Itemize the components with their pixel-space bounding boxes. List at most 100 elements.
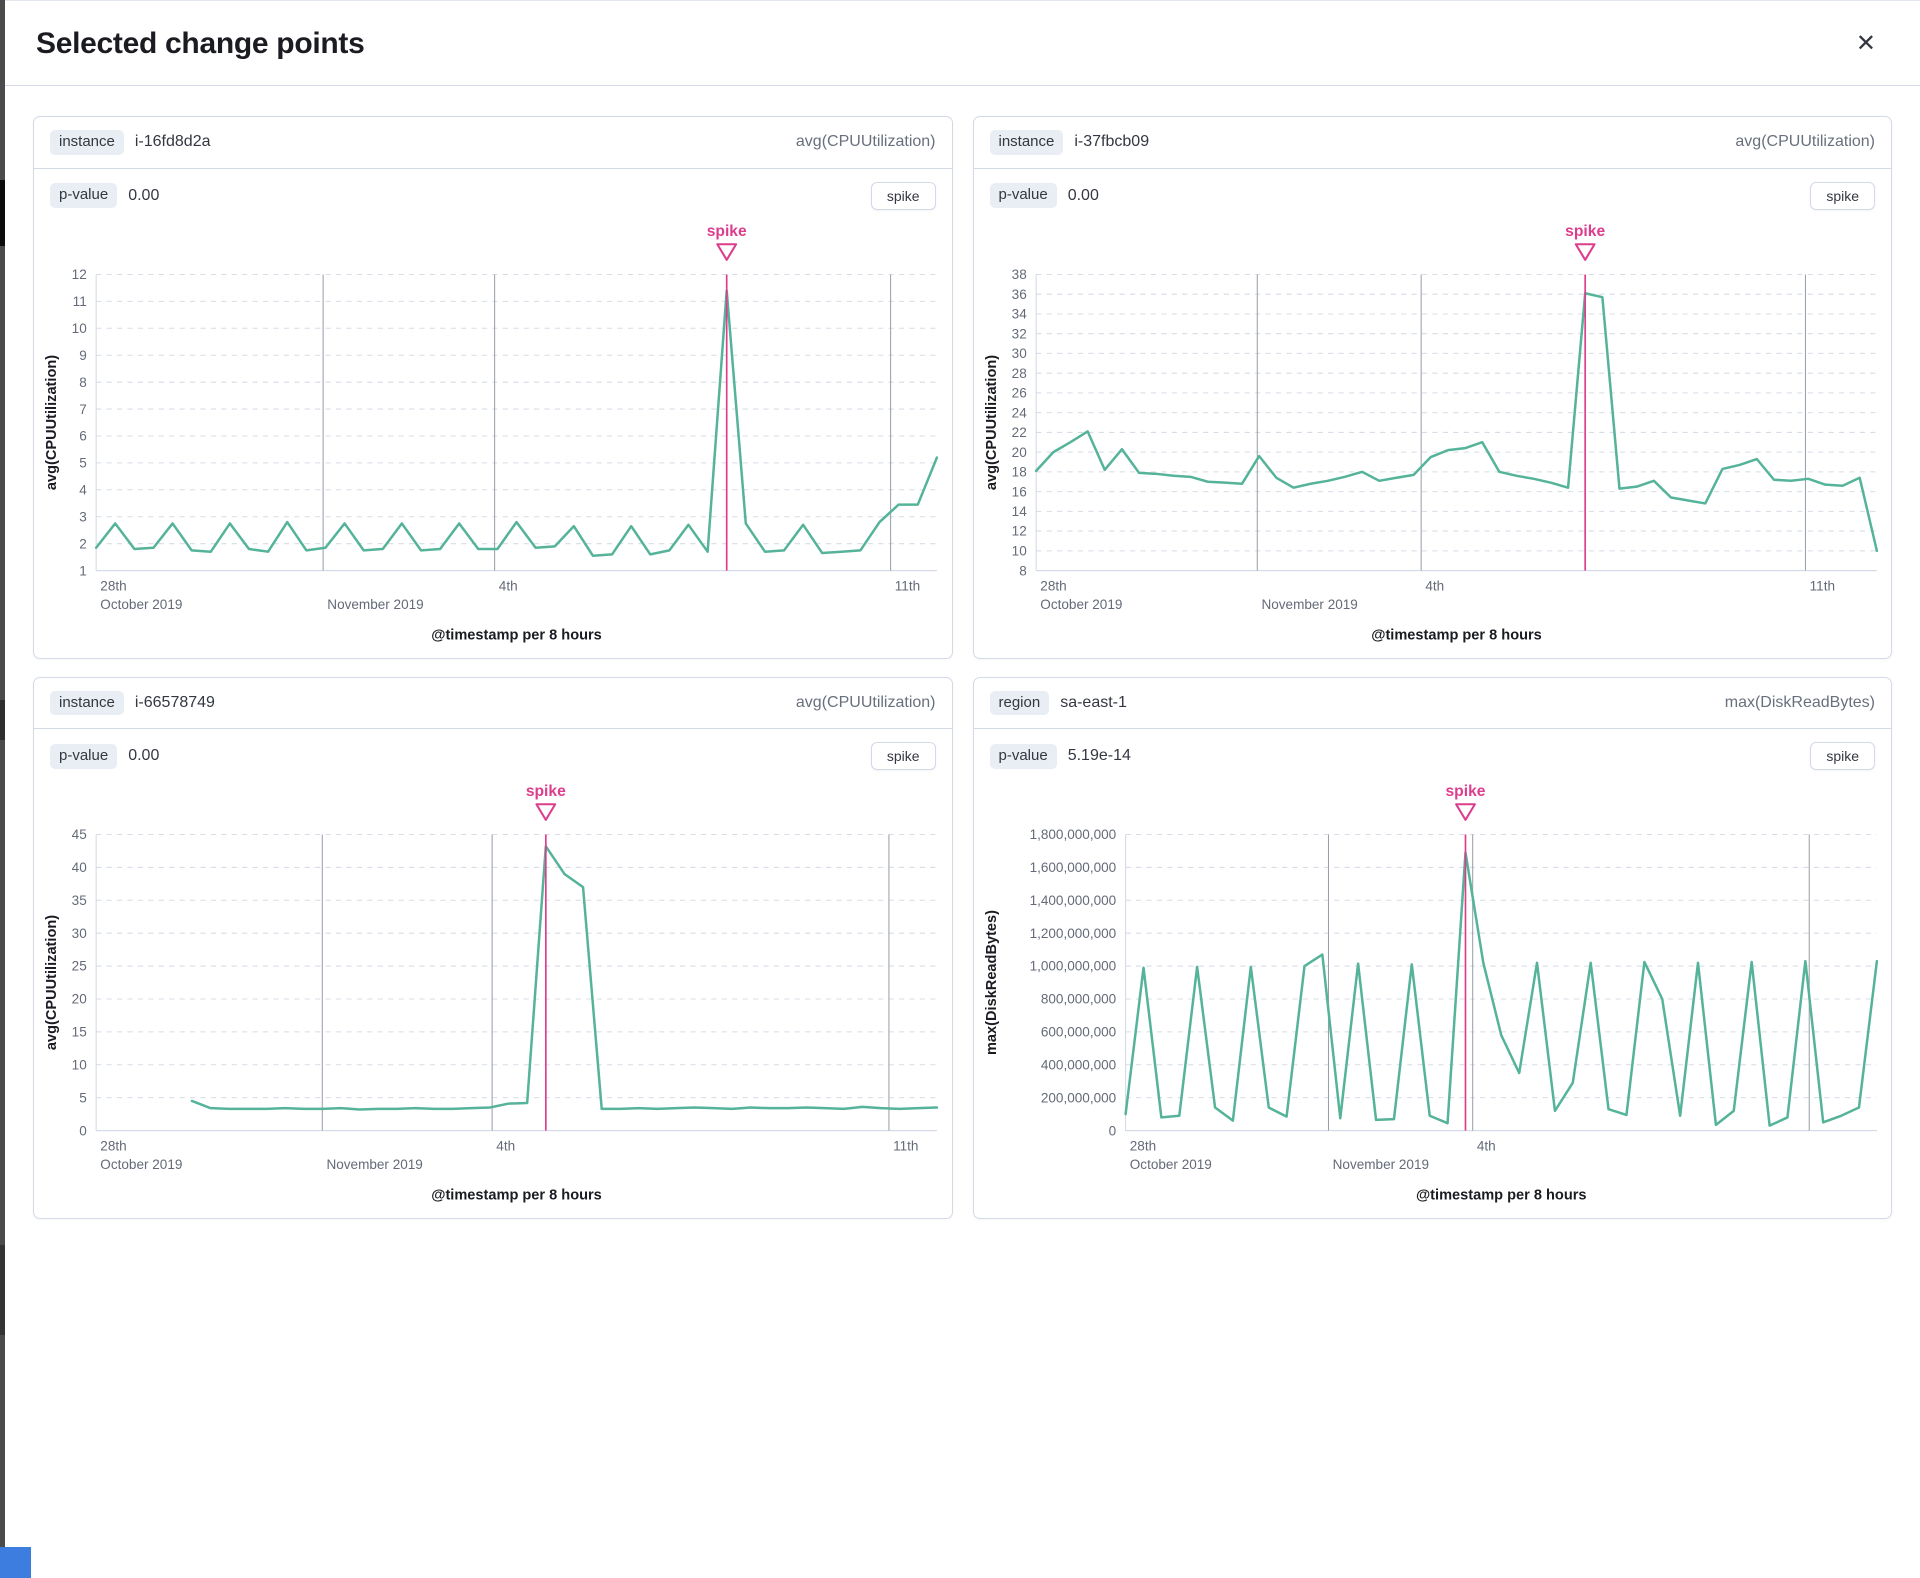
change-point-card: instance i-66578749 avg(CPUUtilization) … [33,676,953,1220]
p-value: 0.00 [128,747,160,765]
y-axis-title: avg(CPUUtilization) [983,355,999,490]
y-tick-label: 28 [1011,366,1026,381]
card-header: instance i-16fd8d2a avg(CPUUtilization) [34,117,952,169]
x-tick-label: November 2019 [326,1158,422,1173]
y-tick-label: 14 [1011,504,1027,519]
x-tick-label: October 2019 [1040,597,1122,612]
y-axis-title: avg(CPUUtilization) [44,915,60,1050]
x-tick-label: 28th [100,1139,126,1154]
y-tick-label: 20 [1011,445,1026,460]
field-value: i-66578749 [134,694,215,712]
card-header: region sa-east-1 max(DiskReadBytes) [973,678,1891,730]
y-tick-label: 1 [79,563,87,578]
metric-label: avg(CPUUtilization) [1735,133,1875,151]
spike-marker-icon [1574,242,1596,261]
change-point-chart[interactable]: 0 5 10 15 20 25 30 35 40 45 28th October 2019 Novemb… [34,774,952,1212]
y-tick-label: 25 [72,959,87,974]
field-badge: region [989,690,1050,716]
y-tick-label: 45 [72,828,87,843]
change-points-modal: Selected change points ✕ instance i-16fd… [5,0,1920,1578]
change-point-card: instance i-16fd8d2a avg(CPUUtilization) … [33,116,953,659]
y-tick-label: 3 [79,509,87,524]
field-value: i-16fd8d2a [134,133,211,151]
change-point-card: instance i-37fbcb09 avg(CPUUtilization) … [972,116,1892,659]
y-tick-label: 16 [1011,484,1026,499]
x-tick-label: November 2019 [1261,597,1357,612]
page-title: Selected change points [36,27,365,60]
series-line [190,845,939,1112]
x-tick-label: 11th [895,578,920,593]
y-tick-label: 4 [79,482,87,497]
y-tick-label: 6 [79,428,87,443]
metric-label: avg(CPUUtilization) [795,133,936,151]
y-tick-label: 1,000,000,000 [1029,959,1116,974]
p-value-badge: p-value [989,183,1057,209]
x-tick-label: 11th [893,1139,918,1154]
y-tick-label: 15 [72,1025,87,1040]
field-value: sa-east-1 [1060,694,1127,712]
card-header: instance i-37fbcb09 avg(CPUUtilization) [973,117,1891,169]
y-tick-label: 20 [72,992,87,1007]
y-tick-label: 34 [1011,306,1027,321]
card-subheader: p-value 5.19e-14 spike [974,729,1892,772]
x-tick-label: November 2019 [1332,1158,1428,1173]
metric-label: avg(CPUUtilization) [795,694,936,712]
y-tick-label: 24 [1011,405,1027,420]
y-tick-label: 10 [72,321,87,336]
change-point-chart[interactable]: 0 200,000,000 400,000,000 600,000,000 800,00… [974,774,1892,1212]
y-tick-label: 11 [73,294,87,309]
series-line [1034,291,1878,552]
change-points-grid: instance i-16fd8d2a avg(CPUUtilization) … [5,86,1920,1220]
p-value: 0.00 [1067,186,1099,204]
y-tick-label: 1,200,000,000 [1029,926,1116,941]
card-subheader: p-value 0.00 spike [34,729,952,772]
y-axis-title: avg(CPUUtilization) [44,355,60,490]
x-tick-label: 28th [1040,578,1066,593]
y-tick-label: 12 [1011,523,1026,538]
y-tick-label: 800,000,000 [1040,992,1115,1007]
x-tick-label: 28th [100,578,126,593]
field-value: i-37fbcb09 [1074,133,1150,151]
y-tick-label: 0 [79,1124,87,1139]
field-badge: instance [50,130,124,155]
y-tick-label: 18 [1011,464,1026,479]
change-point-chart[interactable]: 8 10 12 14 16 18 20 22 24 26 28 30 32 34 36 38 28th Octob… [974,214,1892,652]
y-tick-label: 2 [79,536,87,551]
field-badge: instance [989,130,1064,155]
y-tick-label: 5 [79,1091,87,1106]
change-type-button[interactable]: spike [1810,742,1875,771]
metric-label: max(DiskReadBytes) [1724,694,1875,712]
spike-marker-icon [716,242,738,261]
spike-annotation-label: spike [707,223,747,240]
spike-marker-icon [535,803,557,822]
change-type-button[interactable]: spike [870,742,936,771]
field-badge: instance [50,690,124,716]
x-tick-label: 4th [496,1139,515,1154]
x-tick-label: October 2019 [100,597,182,612]
spike-annotation-label: spike [526,783,566,800]
y-tick-label: 30 [72,926,87,941]
background-page-edge [0,0,5,1578]
y-tick-label: 1,600,000,000 [1029,860,1116,875]
y-tick-label: 32 [1011,326,1026,341]
spike-marker-icon [1454,803,1476,822]
y-tick-label: 38 [1011,267,1026,282]
y-tick-label: 26 [1011,385,1026,400]
x-tick-label: 11th [1809,578,1834,593]
p-value-badge: p-value [50,183,118,209]
x-tick-label: October 2019 [100,1158,182,1173]
close-icon[interactable]: ✕ [1848,28,1884,60]
y-tick-label: 35 [72,893,87,908]
x-axis-title: @timestamp per 8 hours [1371,627,1542,643]
modal-header: Selected change points ✕ [5,1,1920,86]
y-tick-label: 10 [72,1058,87,1073]
y-tick-label: 5 [79,455,87,470]
change-type-button[interactable]: spike [1810,181,1875,210]
y-tick-label: 30 [1011,346,1026,361]
change-type-button[interactable]: spike [870,181,936,210]
y-tick-label: 8 [1019,563,1027,578]
y-tick-label: 0 [1108,1124,1116,1139]
y-tick-label: 36 [1011,287,1026,302]
y-tick-label: 1,400,000,000 [1029,893,1116,908]
